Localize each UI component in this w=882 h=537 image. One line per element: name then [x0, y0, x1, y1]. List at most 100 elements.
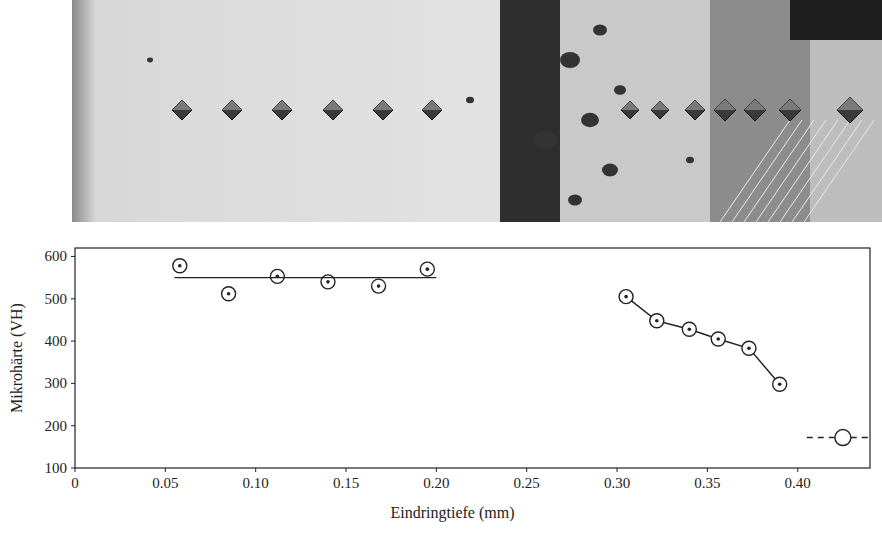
indent [373, 100, 393, 120]
series-line [626, 297, 780, 385]
photo-spot [147, 58, 153, 63]
x-tick [707, 468, 708, 472]
micrograph [72, 0, 882, 222]
indent-face [172, 100, 192, 110]
indent [422, 100, 442, 120]
indent [685, 100, 705, 120]
x-tick-label: 0.10 [243, 475, 269, 491]
indent-face [272, 100, 292, 110]
x-tick-label: 0.15 [333, 475, 359, 491]
point-dot [326, 280, 330, 284]
x-tick-label: 0.35 [694, 475, 720, 491]
data-point [420, 262, 434, 276]
x-tick-label: 0 [71, 475, 79, 491]
point-dot [778, 382, 782, 386]
indent-face [714, 99, 736, 110]
point-ring [682, 322, 696, 336]
y-axis-title: Mikrohärte (VH) [8, 303, 26, 413]
photo-spot [602, 164, 618, 177]
point-dot [377, 284, 381, 288]
indent-face [621, 101, 639, 110]
indent-face [837, 97, 863, 110]
x-tick-label: 0.20 [423, 475, 449, 491]
point-ring [835, 430, 851, 446]
data-point [773, 377, 787, 391]
photo-scratch [792, 120, 862, 222]
y-tick [71, 298, 75, 299]
indent [744, 99, 766, 121]
indent [272, 100, 292, 120]
point-ring [372, 279, 386, 293]
point-ring [173, 259, 187, 273]
indent-face [373, 100, 393, 110]
photo-spot [614, 85, 626, 95]
series-line [174, 277, 436, 278]
plot-frame [75, 248, 870, 468]
photo-spot [533, 130, 557, 149]
indent [621, 101, 639, 119]
x-tick-label: 0.40 [785, 475, 811, 491]
data-point [835, 430, 851, 446]
y-tick [71, 383, 75, 384]
x-axis-title: Eindringtiefe (mm) [391, 504, 515, 522]
y-tick-label: 200 [45, 418, 68, 434]
indent [172, 100, 192, 120]
x-tick [165, 468, 166, 472]
indent [779, 99, 801, 121]
point-dot [688, 327, 692, 331]
y-tick-label: 500 [45, 291, 68, 307]
y-tick [71, 341, 75, 342]
photo-spot [466, 97, 474, 103]
point-dot [227, 292, 231, 296]
indent-face [779, 99, 801, 110]
chart-root: 0 0.05 0.10 0.15 0.20 0.25 0.30 0.35 0.40 100 200 3… [0, 0, 882, 537]
indent [837, 97, 863, 123]
point-ring [222, 287, 236, 301]
photo-ground [72, 0, 882, 222]
data-point [619, 290, 633, 304]
y-tick-label: 300 [45, 375, 68, 391]
point-ring [270, 269, 284, 283]
x-tick-label: 0.05 [152, 475, 178, 491]
photo-spot [581, 113, 599, 127]
photo-band [500, 0, 560, 222]
data-point [270, 269, 284, 283]
y-tick-label: 100 [45, 460, 68, 476]
x-tick [346, 468, 347, 472]
photo-scratch [804, 120, 874, 222]
indent [714, 99, 736, 121]
indent-face [651, 101, 669, 110]
data-point [372, 279, 386, 293]
data-point [682, 322, 696, 336]
photo-spot [560, 52, 580, 68]
x-tick [526, 468, 527, 472]
x-tick [797, 468, 798, 472]
indent-face [222, 100, 242, 110]
x-tick [436, 468, 437, 472]
x-tick-label: 0.30 [604, 475, 630, 491]
y-tick [71, 468, 75, 469]
point-ring [619, 290, 633, 304]
photo-band [790, 0, 882, 40]
photo-band [560, 0, 710, 222]
marks [173, 259, 870, 446]
indent [323, 100, 343, 120]
photo-spot [686, 157, 694, 163]
point-ring [650, 314, 664, 328]
point-dot [426, 267, 430, 271]
x-tick [617, 468, 618, 472]
indent-face [422, 100, 442, 110]
indent-face [323, 100, 343, 110]
point-ring [420, 262, 434, 276]
y-tick [71, 425, 75, 426]
indent-face [685, 100, 705, 110]
point-dot [624, 295, 628, 299]
x-tick-label: 0.25 [514, 475, 540, 491]
point-ring [742, 341, 756, 355]
data-point [742, 341, 756, 355]
data-point [173, 259, 187, 273]
point-dot [747, 346, 751, 350]
data-point [222, 287, 236, 301]
indent [222, 100, 242, 120]
data-point [650, 314, 664, 328]
